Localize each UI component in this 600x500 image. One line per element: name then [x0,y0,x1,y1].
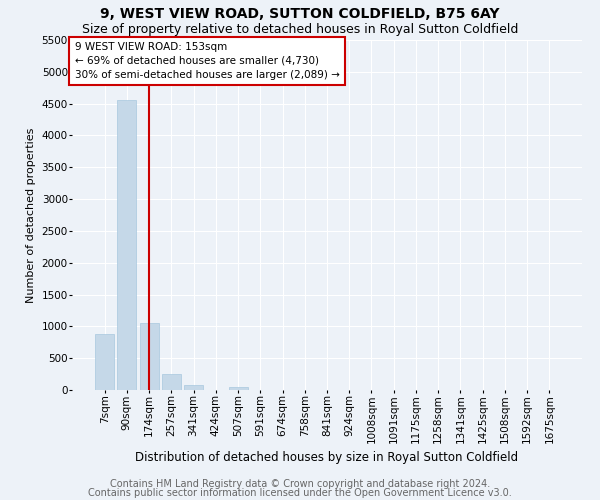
Bar [140,322,158,390]
Bar [95,334,114,390]
Bar [229,387,248,390]
Text: Contains public sector information licensed under the Open Government Licence v3: Contains public sector information licen… [88,488,512,498]
Bar [118,100,136,390]
Bar [162,374,181,390]
Bar [184,385,203,390]
Y-axis label: Number of detached properties: Number of detached properties [26,128,36,302]
Text: 9 WEST VIEW ROAD: 153sqm
← 69% of detached houses are smaller (4,730)
30% of sem: 9 WEST VIEW ROAD: 153sqm ← 69% of detach… [74,42,340,80]
Text: 9, WEST VIEW ROAD, SUTTON COLDFIELD, B75 6AY: 9, WEST VIEW ROAD, SUTTON COLDFIELD, B75… [100,8,500,22]
X-axis label: Distribution of detached houses by size in Royal Sutton Coldfield: Distribution of detached houses by size … [136,452,518,464]
Text: Size of property relative to detached houses in Royal Sutton Coldfield: Size of property relative to detached ho… [82,22,518,36]
Text: Contains HM Land Registry data © Crown copyright and database right 2024.: Contains HM Land Registry data © Crown c… [110,479,490,489]
